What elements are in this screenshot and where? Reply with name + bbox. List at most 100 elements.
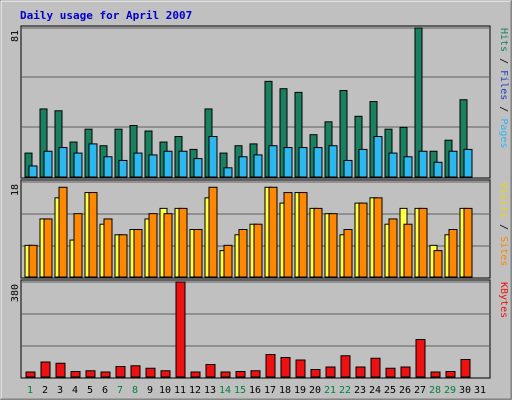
files-bar-24 — [373, 136, 383, 178]
kbytes-bar-17 — [265, 354, 276, 378]
side-label-part-top-2: Files — [498, 70, 509, 100]
kbytes-panel — [20, 279, 491, 379]
kbytes-bar-8 — [130, 365, 141, 378]
sites-bar-24 — [373, 197, 383, 278]
kbytes-bar-5 — [85, 370, 96, 378]
kbytes-bar-3 — [55, 362, 66, 378]
sites-bar-3 — [58, 186, 68, 278]
kbytes-bar-16 — [250, 370, 261, 378]
sites-bar-14 — [223, 244, 233, 278]
sites-bar-12 — [193, 229, 203, 278]
day-label-19: 19 — [294, 385, 306, 396]
sites-bar-9 — [148, 213, 158, 278]
files-bar-29 — [448, 150, 458, 178]
files-bar-16 — [253, 154, 263, 178]
day-label-11: 11 — [174, 385, 186, 396]
files-bar-26 — [403, 156, 413, 178]
sites-bar-8 — [133, 229, 143, 278]
files-bar-13 — [208, 136, 218, 178]
day-label-23: 23 — [354, 385, 366, 396]
day-label-18: 18 — [279, 385, 291, 396]
side-label-bottom: KBytes — [498, 282, 509, 318]
sites-bar-18 — [283, 192, 293, 278]
day-label-9: 9 — [147, 385, 153, 396]
kbytes-bar-26 — [400, 366, 411, 378]
y-max-label-1: 18 — [10, 184, 21, 196]
day-label-14: 14 — [219, 385, 231, 396]
kbytes-bar-9 — [145, 367, 156, 378]
files-bar-21 — [328, 145, 338, 178]
kbytes-bar-23 — [355, 366, 366, 378]
kbytes-bar-20 — [310, 369, 321, 378]
bars — [24, 27, 473, 378]
day-label-29: 29 — [444, 385, 456, 396]
files-bar-30 — [463, 148, 473, 178]
side-labels: Hits / Files / Pages Visits / Sites KBytes — [498, 28, 509, 318]
sites-bar-30 — [463, 207, 473, 278]
side-label-part-bottom-0: KBytes — [498, 282, 509, 318]
y-axis-labels: 81 18 380 — [10, 30, 21, 302]
sites-bar-6 — [103, 218, 113, 278]
files-bar-17 — [268, 145, 278, 178]
day-label-1: 1 — [27, 385, 33, 396]
kbytes-bar-22 — [340, 355, 351, 378]
files-bar-10 — [163, 150, 173, 178]
sites-bar-28 — [433, 250, 443, 278]
kbytes-bar-11 — [175, 281, 186, 378]
files-bar-1 — [28, 165, 38, 178]
day-label-24: 24 — [369, 385, 381, 396]
day-label-30: 30 — [459, 385, 471, 396]
y-max-label-0: 81 — [10, 30, 21, 42]
day-label-21: 21 — [324, 385, 336, 396]
sites-bar-4 — [73, 213, 83, 278]
kbytes-bar-4 — [70, 371, 81, 378]
sites-bar-17 — [268, 186, 278, 278]
files-bar-19 — [298, 147, 308, 178]
day-label-16: 16 — [249, 385, 261, 396]
kbytes-bar-6 — [100, 371, 111, 378]
side-label-part-middle-1: / — [498, 218, 509, 236]
files-bar-28 — [433, 161, 443, 178]
files-bar-9 — [148, 154, 158, 178]
kbytes-bar-30 — [460, 359, 471, 378]
sites-bar-23 — [358, 202, 368, 278]
files-bar-18 — [283, 147, 293, 178]
day-label-15: 15 — [234, 385, 246, 396]
kbytes-bar-24 — [370, 357, 381, 378]
sites-bar-11 — [178, 207, 188, 278]
chart-title: Daily usage for April 2007 — [20, 9, 192, 22]
day-label-3: 3 — [57, 385, 63, 396]
side-label-part-middle-2: Sites — [498, 236, 509, 266]
kbytes-bar-2 — [40, 361, 51, 378]
files-bar-4 — [73, 152, 83, 178]
sites-bar-29 — [448, 229, 458, 278]
side-label-part-top-3: / — [498, 100, 509, 118]
sites-bar-20 — [313, 207, 323, 278]
side-label-middle: Visits / Sites — [498, 182, 509, 266]
files-bar-5 — [88, 143, 98, 178]
files-bar-11 — [178, 150, 188, 178]
files-bar-22 — [343, 159, 353, 178]
files-bar-12 — [193, 158, 203, 178]
kbytes-bar-1 — [25, 371, 36, 378]
kbytes-bar-21 — [325, 366, 336, 378]
kbytes-bar-14 — [220, 371, 231, 378]
files-bar-8 — [133, 152, 143, 178]
kbytes-bar-27 — [415, 339, 426, 378]
day-label-28: 28 — [429, 385, 441, 396]
sites-bar-7 — [118, 234, 128, 278]
sites-bar-13 — [208, 186, 218, 278]
day-label-8: 8 — [132, 385, 138, 396]
files-bar-2 — [43, 150, 53, 178]
kbytes-bar-28 — [430, 371, 441, 378]
kbytes-bar-12 — [190, 371, 201, 378]
side-label-top: Hits / Files / Pages — [498, 28, 509, 148]
files-bar-7 — [118, 159, 128, 178]
kbytes-bar-18 — [280, 357, 291, 378]
side-label-part-middle-0: Visits — [498, 182, 509, 218]
day-label-6: 6 — [102, 385, 108, 396]
sites-bar-21 — [328, 213, 338, 278]
side-label-part-top-4: Pages — [498, 118, 509, 148]
sites-bar-5 — [88, 192, 98, 278]
